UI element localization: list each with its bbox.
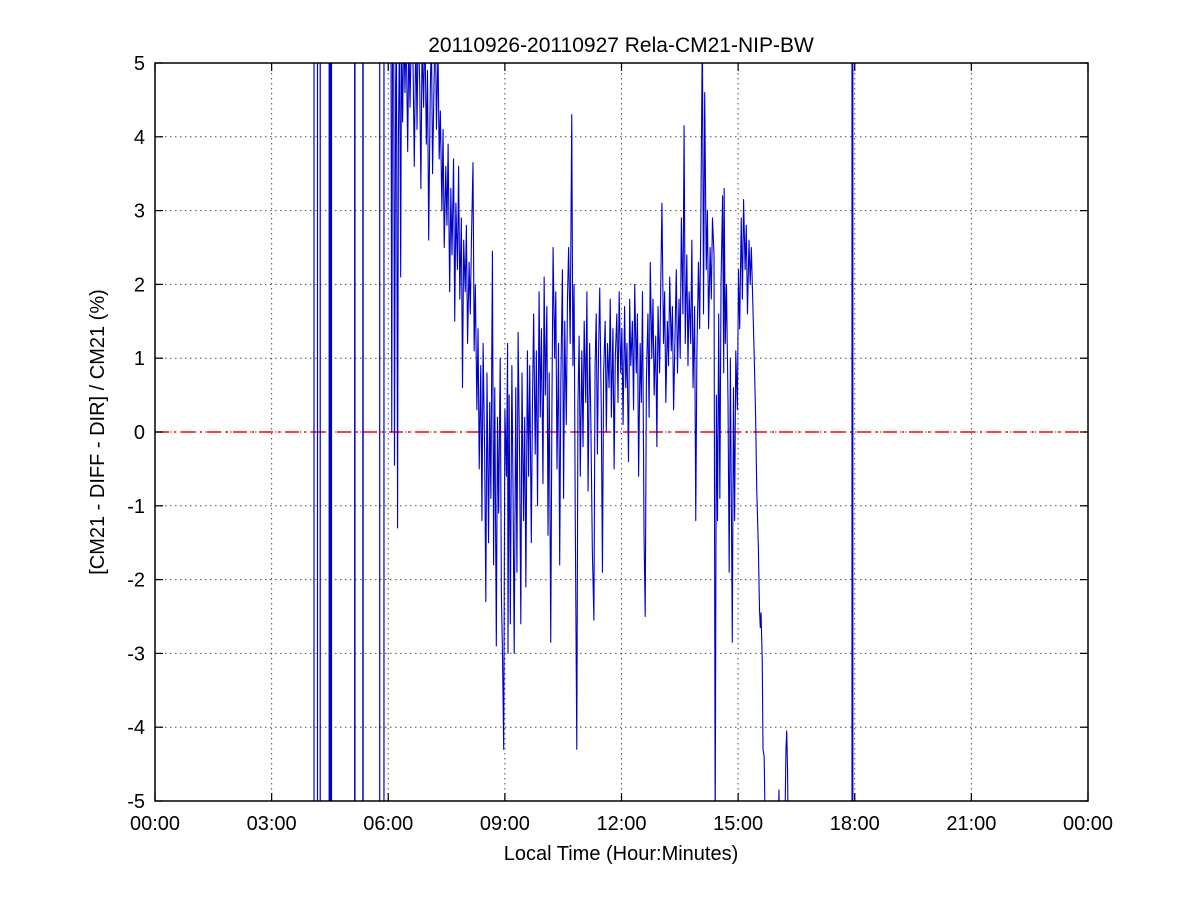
- chart-title: 20110926-20110927 Rela-CM21-NIP-BW: [428, 34, 814, 57]
- y-tick-label: 3: [134, 201, 145, 223]
- trace-segment: [778, 789, 780, 801]
- y-tick-label: 1: [134, 348, 145, 370]
- plot-border: [154, 62, 1089, 802]
- y-tick-label: -3: [127, 643, 145, 665]
- y-tick-label: -2: [127, 570, 145, 592]
- y-tick-label: 0: [134, 422, 145, 444]
- grid-lines: [155, 63, 1088, 801]
- x-tick-label: 06:00: [363, 813, 413, 835]
- trace-segment: [390, 63, 766, 801]
- x-tick-label: 12:00: [596, 813, 646, 835]
- y-tick-label: 4: [134, 127, 145, 149]
- y-tick-label: -5: [127, 791, 145, 813]
- x-tick-label: 00:00: [1063, 813, 1113, 835]
- y-axis-label: [CM21 - DIFF - DIR] / CM21 (%): [87, 289, 109, 575]
- x-tick-label: 21:00: [946, 813, 996, 835]
- trace-segment: [784, 730, 789, 801]
- x-tick-label: 03:00: [247, 813, 297, 835]
- offscale-spikes: [313, 63, 854, 801]
- x-tick-label: 00:00: [130, 813, 180, 835]
- plot-border-and-ticks: [154, 62, 1089, 802]
- x-tick-label: 18:00: [830, 813, 880, 835]
- x-axis-label: Local Time (Hour:Minutes): [504, 843, 739, 865]
- x-tick-label: 15:00: [713, 813, 763, 835]
- x-tick-label: 09:00: [480, 813, 530, 835]
- tick-labels: 00:00 03:00 06:00 09:00 12:00 15:00 18:00 21:00…: [127, 53, 1113, 835]
- data-trace: [390, 63, 789, 801]
- y-tick-label: -1: [127, 496, 145, 518]
- y-tick-label: 2: [134, 274, 145, 296]
- y-tick-label: -4: [127, 717, 145, 739]
- y-tick-label: 5: [134, 53, 145, 75]
